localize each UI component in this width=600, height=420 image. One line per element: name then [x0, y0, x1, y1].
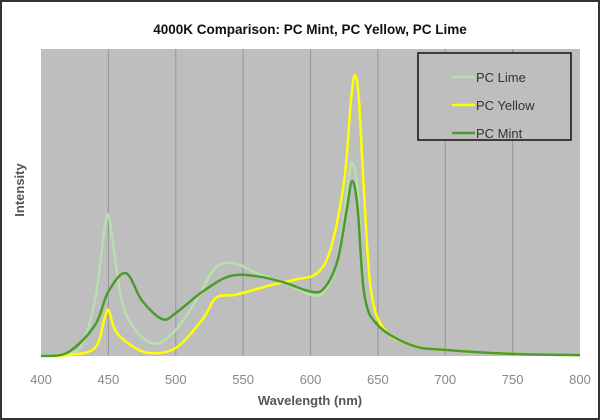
series-line-pc-mint: [40, 179, 581, 358]
x-tick-label: 500: [165, 372, 187, 387]
x-tick-label: 700: [434, 372, 456, 387]
series-line-pc-yellow: [40, 73, 581, 358]
x-tick-label: 800: [569, 372, 591, 387]
legend-label-pc-yellow: PC Yellow: [476, 98, 535, 113]
legend: PC Lime PC Yellow PC Mint: [417, 52, 572, 141]
x-tick-label: 400: [30, 372, 52, 387]
x-tick-label: 450: [98, 372, 120, 387]
x-tick-label: 600: [300, 372, 322, 387]
x-tick-label: 550: [232, 372, 254, 387]
y-axis-label: Intensity: [12, 163, 27, 217]
x-tick-label: 750: [502, 372, 524, 387]
chart-title: 4000K Comparison: PC Mint, PC Yellow, PC…: [153, 22, 467, 37]
x-tick-label: 650: [367, 372, 389, 387]
legend-box: [417, 52, 572, 141]
legend-label-pc-lime: PC Lime: [476, 70, 526, 85]
legend-label-pc-mint: PC Mint: [476, 126, 523, 141]
x-axis-label: Wavelength (nm): [258, 393, 362, 408]
